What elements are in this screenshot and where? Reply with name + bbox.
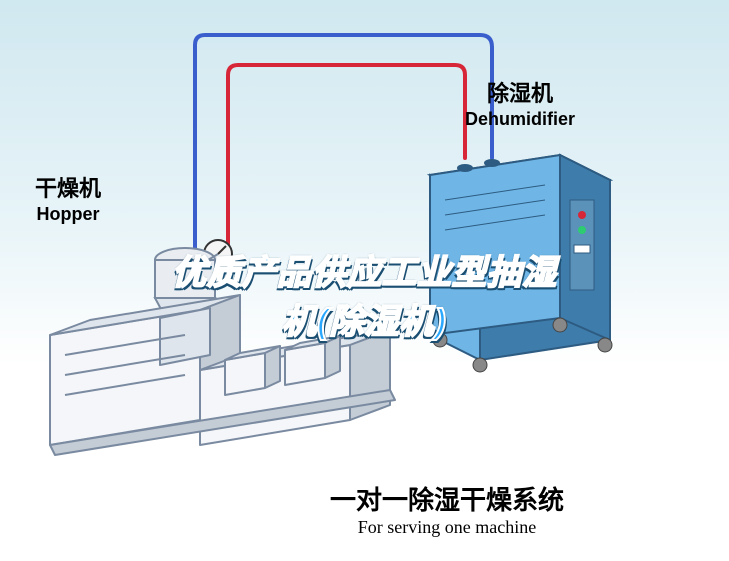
dehumidifier-label-en: Dehumidifier	[465, 108, 575, 131]
hopper-label-en: Hopper	[35, 203, 101, 226]
hopper-label: 干燥机 Hopper	[35, 175, 101, 225]
system-title-cn: 一对一除湿干燥系统	[330, 480, 564, 517]
hopper-label-cn: 干燥机	[35, 175, 101, 203]
overlay-title-line1: 优质产品供应工业型抽湿	[0, 245, 729, 294]
overlay-title-line2: 机(除湿机)	[0, 294, 729, 343]
overlay-title: 优质产品供应工业型抽湿 机(除湿机)	[0, 245, 729, 343]
system-title: 一对一除湿干燥系统 For serving one machine	[330, 480, 564, 538]
dehumidifier-label-cn: 除湿机	[465, 80, 575, 108]
dehumidifier-label: 除湿机 Dehumidifier	[465, 80, 575, 130]
system-title-en: For serving one machine	[330, 517, 564, 538]
